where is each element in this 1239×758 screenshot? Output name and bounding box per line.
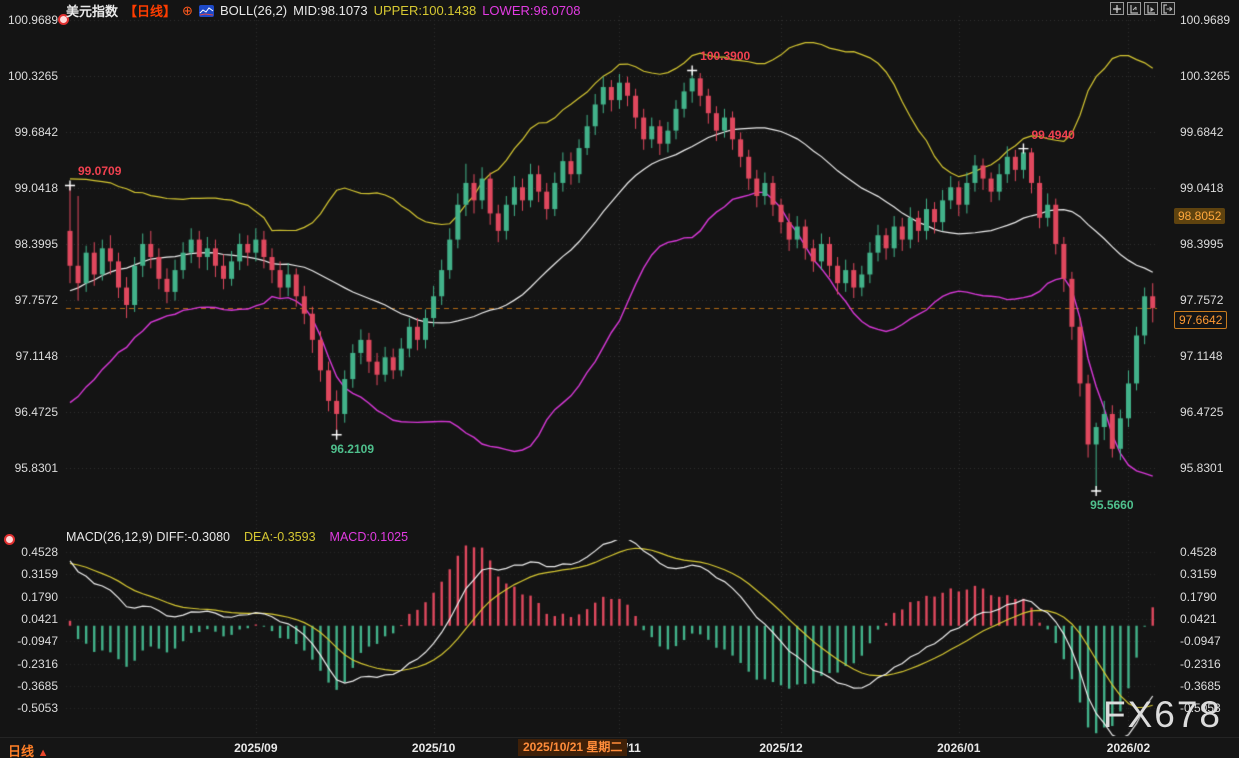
month-label: 2026/01 bbox=[937, 741, 981, 755]
crosshair-price-badge: 98.8052 bbox=[1174, 207, 1226, 224]
chart-play-icon[interactable] bbox=[1144, 2, 1158, 15]
macd-tick-left: 0.3159 bbox=[21, 567, 58, 582]
low-price-annotation: 96.2109 bbox=[330, 441, 375, 456]
price-tick-right: 100.3265 bbox=[1180, 69, 1231, 83]
crosshair-move-icon[interactable] bbox=[1110, 2, 1124, 15]
price-tick-right: 96.4725 bbox=[1180, 405, 1224, 419]
price-tick-left: 95.8301 bbox=[14, 461, 58, 475]
macd-tick-right: 0.1790 bbox=[1180, 589, 1217, 604]
chart-toolbar bbox=[1110, 2, 1175, 15]
high-price-annotation: 99.4940 bbox=[1031, 127, 1075, 142]
boll-upper-value: UPPER:100.1438 bbox=[373, 3, 477, 18]
macd-alert-dot-icon[interactable] bbox=[4, 534, 15, 545]
price-tick-right: 95.8301 bbox=[1180, 461, 1224, 475]
month-label: 2026/02 bbox=[1106, 741, 1151, 755]
last-price-badge: 97.6642 bbox=[1174, 311, 1228, 330]
macd-tick-right: -0.0947 bbox=[1180, 634, 1221, 649]
month-label: 2025/12 bbox=[759, 741, 803, 755]
price-tick-right: 97.7572 bbox=[1180, 293, 1224, 307]
high-price-annotation: 100.3900 bbox=[700, 49, 751, 64]
price-tick-left: 100.9689 bbox=[7, 13, 58, 27]
boll-label: BOLL(26,2) bbox=[219, 3, 288, 18]
boll-mid-value: MID:98.1073 bbox=[293, 3, 368, 18]
price-tick-right: 98.3995 bbox=[1180, 237, 1224, 251]
price-tick-right: 99.6842 bbox=[1180, 125, 1224, 139]
macd-tick-right: -0.5053 bbox=[1180, 701, 1221, 716]
macd-tick-right: -0.2316 bbox=[1180, 656, 1221, 671]
low-price-annotation: 95.5660 bbox=[1090, 498, 1134, 513]
price-tick-right: 97.1148 bbox=[1180, 349, 1223, 363]
watermark: FX678 bbox=[1103, 694, 1223, 735]
price-tick-left: 99.6842 bbox=[14, 125, 58, 139]
macd-tick-left: -0.5053 bbox=[17, 701, 58, 716]
macd-tick-left: -0.3685 bbox=[17, 678, 58, 693]
price-tick-left: 97.7572 bbox=[14, 293, 58, 307]
price-tick-left: 99.0418 bbox=[14, 181, 58, 195]
macd-tick-right: -0.3685 bbox=[1180, 678, 1221, 693]
month-label: 2025/09 bbox=[234, 741, 278, 755]
chart-axis-left-icon[interactable] bbox=[1127, 2, 1141, 15]
macd-tick-left: 0.0421 bbox=[21, 611, 58, 626]
macd-macd-value: MACD:0.1025 bbox=[329, 530, 409, 544]
price-tick-left: 97.1148 bbox=[15, 349, 59, 363]
mini-candlestick-icon[interactable] bbox=[198, 4, 214, 17]
symbol-name: 美元指数 bbox=[66, 4, 119, 19]
price-tick-right: 99.0418 bbox=[1180, 181, 1224, 195]
exit-right-icon[interactable] bbox=[1161, 2, 1175, 15]
macd-tick-right: 0.4528 bbox=[1180, 545, 1217, 559]
alert-dot-icon[interactable] bbox=[58, 14, 69, 25]
macd-name-and-diff: MACD(26,12,9) DIFF:-0.3080 bbox=[66, 530, 230, 544]
period-tag[interactable]: 【日线】 bbox=[124, 4, 177, 19]
crosshair-date-tooltip: 2025/10/21 星期二 bbox=[518, 739, 628, 756]
boll-lower-value: LOWER:96.0708 bbox=[482, 3, 581, 18]
circle-plus-icon[interactable]: ⊕ bbox=[182, 3, 193, 18]
macd-tick-left: -0.0947 bbox=[17, 634, 58, 649]
macd-tick-left: 0.4528 bbox=[21, 545, 58, 559]
price-tick-right: 100.9689 bbox=[1180, 13, 1231, 27]
macd-tick-right: 0.0421 bbox=[1180, 611, 1217, 626]
main-chart-header: 美元指数 【日线】 ⊕ BOLL(26,2) MID:98.1073 UPPER… bbox=[66, 1, 580, 20]
macd-tick-right: 0.3159 bbox=[1180, 567, 1217, 582]
macd-dea-value: DEA:-0.3593 bbox=[243, 530, 316, 544]
high-price-annotation: 99.0709 bbox=[78, 164, 122, 179]
triangle-up-icon: ▲ bbox=[37, 747, 49, 758]
price-tick-left: 98.3995 bbox=[14, 237, 58, 251]
macd-tick-left: 0.1790 bbox=[21, 589, 58, 604]
time-axis-bar: 日线 ▲ 2025/092025/102025/112025/122026/01… bbox=[0, 737, 1239, 758]
macd-header: MACD(26,12,9) DIFF:-0.3080 DEA:-0.3593 M… bbox=[66, 530, 408, 544]
price-tick-left: 100.3265 bbox=[7, 69, 58, 83]
month-label: 2025/10 bbox=[411, 741, 456, 755]
price-tick-left: 96.4725 bbox=[14, 405, 58, 419]
period-selector[interactable]: 日线 ▲ bbox=[8, 741, 49, 758]
macd-tick-left: -0.2316 bbox=[17, 656, 58, 671]
